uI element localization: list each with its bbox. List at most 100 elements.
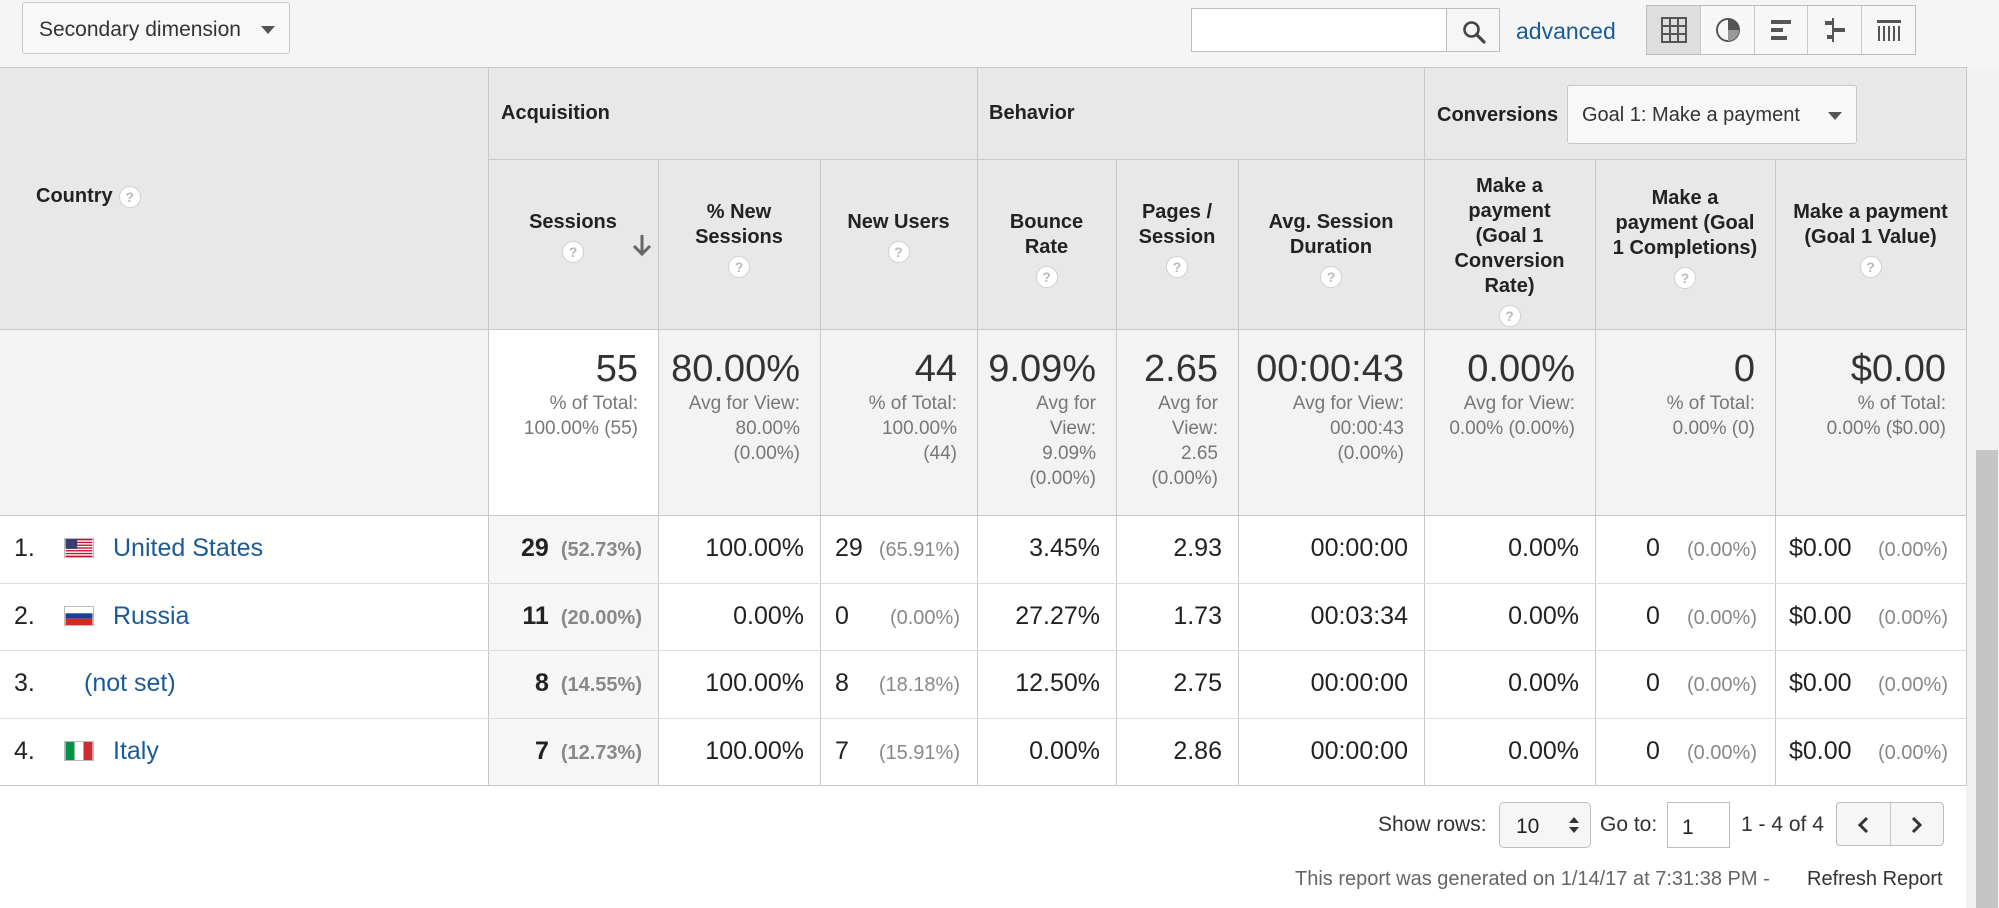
sessions-cell: 8 (14.55%) <box>488 668 642 700</box>
help-icon[interactable]: ? <box>562 241 584 263</box>
column-divider <box>1775 159 1776 785</box>
italy-flag-icon <box>64 741 94 761</box>
cell-percent: (52.73%) <box>560 539 642 561</box>
column-divider <box>488 67 489 785</box>
column-divider <box>1238 159 1239 785</box>
conversion-rate-cell: 0.00% <box>1508 602 1579 630</box>
cell-percent: (0.00%) <box>1877 607 1948 629</box>
country-link[interactable]: (not set) <box>84 669 176 697</box>
conversion-rate-cell: 0.00% <box>1508 669 1579 697</box>
cell-percent: (0.00%) <box>1877 742 1948 764</box>
performance-view-button[interactable] <box>1755 6 1809 54</box>
column-header-line: Make a <box>1651 187 1719 209</box>
bounce-rate-cell: 27.27% <box>1015 602 1100 630</box>
total-comparison: Avg for <box>1158 393 1218 414</box>
column-divider <box>820 159 821 785</box>
refresh-report-link[interactable]: Refresh Report <box>1807 868 1943 890</box>
goto-page-input[interactable]: 1 <box>1667 802 1730 848</box>
search-button[interactable] <box>1446 8 1500 52</box>
sort-descending-icon[interactable] <box>631 233 653 257</box>
pages-per-session-column-header[interactable]: Pages / Session? <box>1116 200 1238 278</box>
help-icon[interactable]: ? <box>1674 267 1696 289</box>
total-comparison: 100.00% (55) <box>523 418 638 439</box>
new-users-cell: 7 <box>835 737 849 765</box>
column-header-line: Duration <box>1289 236 1373 258</box>
completions-cell: 0 <box>1646 534 1660 562</box>
help-icon[interactable]: ? <box>1859 256 1882 278</box>
pages-per-session-cell: 2.75 <box>1173 669 1222 697</box>
country-link[interactable]: United States <box>113 534 264 562</box>
goal1-completions-column-header[interactable]: Make a payment (Goal 1 Completions)? <box>1595 186 1775 289</box>
column-divider <box>658 159 659 785</box>
total-comparison: Avg for View: <box>1463 393 1575 414</box>
next-page-button[interactable] <box>1891 803 1944 845</box>
country-link[interactable]: Italy <box>113 737 159 765</box>
bounce-rate-cell: 3.45% <box>1029 534 1100 562</box>
cell-percent: (0.00%) <box>889 607 960 629</box>
previous-page-button[interactable] <box>1837 803 1891 845</box>
total-comparison: View: <box>1049 418 1096 439</box>
column-header-line: Session <box>1138 226 1216 248</box>
goal-selector-label: Goal 1: Make a payment <box>1582 104 1800 126</box>
show-rows-select[interactable]: 10 <box>1499 802 1591 848</box>
advanced-filter-link[interactable]: advanced <box>1516 18 1616 44</box>
view-switcher <box>1646 5 1916 55</box>
goal1-conversion-rate-column-header[interactable]: Make a payment (Goal 1 Conversion Rate)? <box>1424 174 1595 327</box>
russia-flag-icon <box>64 606 94 626</box>
new-users-cell: 0 <box>835 602 849 630</box>
column-header-line: Avg. Session <box>1268 211 1394 233</box>
comparison-view-button[interactable] <box>1808 6 1863 54</box>
goal-selector-dropdown[interactable]: Goal 1: Make a payment <box>1567 85 1857 144</box>
scrollbar-thumb[interactable] <box>1976 450 1998 908</box>
total-comparison: 0.00% (0.00%) <box>1449 418 1575 439</box>
cell-percent: (0.00%) <box>1686 607 1757 629</box>
country-column-header[interactable]: Country? <box>36 184 141 209</box>
help-icon[interactable]: ? <box>1035 266 1058 288</box>
total-comparison: Avg for <box>1036 393 1096 414</box>
chevron-right-icon <box>1911 816 1922 834</box>
pages-per-session-cell: 1.73 <box>1173 602 1222 630</box>
pie-view-button[interactable] <box>1701 6 1755 54</box>
new-sessions-cell: 100.00% <box>705 669 804 697</box>
table-view-button[interactable] <box>1647 6 1701 54</box>
total-value: 2.65 <box>1144 348 1218 390</box>
show-rows-value: 10 <box>1516 815 1540 838</box>
new-sessions-cell: 100.00% <box>705 737 804 765</box>
row-divider <box>0 583 1966 584</box>
avg-session-duration-column-header[interactable]: Avg. Session Duration? <box>1238 210 1424 288</box>
sessions-column-header[interactable]: Sessions? <box>488 210 658 263</box>
new-users-column-header[interactable]: New Users? <box>820 210 977 263</box>
avg-session-duration-cell: 00:03:34 <box>1310 602 1408 630</box>
avg-session-duration-cell: 00:00:00 <box>1310 534 1408 562</box>
help-icon[interactable]: ? <box>1320 266 1342 288</box>
total-value: 9.09% <box>988 348 1096 390</box>
total-comparison: (0.00%) <box>1337 443 1404 464</box>
new-sessions-column-header[interactable]: % New Sessions? <box>658 200 820 278</box>
secondary-dimension-dropdown[interactable]: Secondary dimension <box>22 2 290 54</box>
help-icon[interactable]: ? <box>118 185 141 208</box>
table-search-input[interactable] <box>1191 8 1447 52</box>
goal1-conversion-rate-total: 0.00% Avg for View: 0.00% (0.00%) <box>1424 329 1595 515</box>
show-rows-label: Show rows: <box>1378 813 1487 836</box>
cell-percent: (12.73%) <box>560 742 642 764</box>
column-header-line: payment <box>1468 200 1551 222</box>
total-comparison: 0.00% (0) <box>1672 418 1755 439</box>
goal1-value-column-header[interactable]: Make a payment (Goal 1 Value)? <box>1775 200 1966 278</box>
column-divider <box>1116 159 1117 785</box>
help-icon[interactable]: ? <box>1498 305 1521 327</box>
help-icon[interactable]: ? <box>1166 256 1188 278</box>
new-sessions-cell: 100.00% <box>705 534 804 562</box>
pivot-view-button[interactable] <box>1862 6 1915 54</box>
completions-cell: 0 <box>1646 669 1660 697</box>
us-flag-icon <box>64 538 94 558</box>
help-icon[interactable]: ? <box>728 256 750 278</box>
cell-percent: (0.00%) <box>1686 674 1757 696</box>
country-link[interactable]: Russia <box>113 602 190 630</box>
column-header-line: New Users <box>847 211 950 233</box>
column-divider <box>1595 159 1596 785</box>
bounce-rate-column-header[interactable]: Bounce Rate? <box>977 210 1116 288</box>
goal-value-cell: $0.00 <box>1789 737 1852 765</box>
help-icon[interactable]: ? <box>887 241 910 263</box>
comparison-view-icon <box>1825 18 1846 42</box>
row-divider <box>0 650 1966 651</box>
